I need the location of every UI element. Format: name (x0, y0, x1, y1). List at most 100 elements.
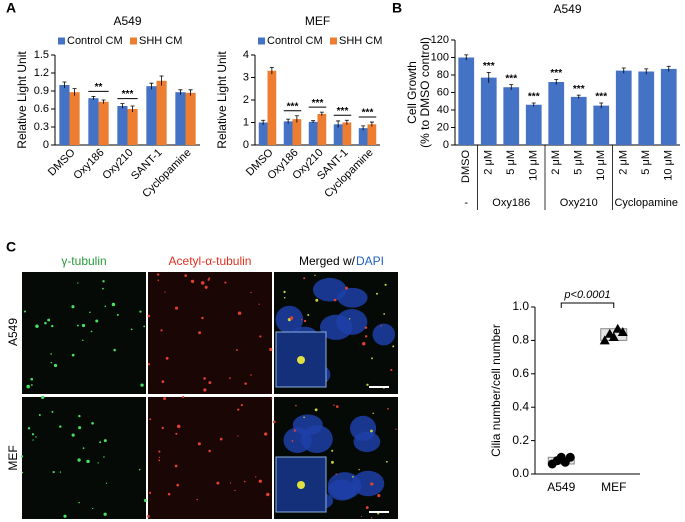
signal (71, 433, 75, 437)
legend-label: Control CM (67, 35, 123, 47)
error-bar (344, 119, 349, 125)
signal (51, 410, 54, 413)
bar (308, 121, 318, 145)
signal (303, 319, 307, 323)
signal (177, 424, 181, 429)
nucleus (352, 470, 385, 497)
y-tick-label: 1.0 (512, 299, 529, 313)
signal (35, 436, 37, 438)
significance: *** (287, 101, 299, 112)
bar (267, 70, 277, 145)
error-bar (178, 89, 183, 95)
signal (204, 285, 208, 289)
signal (164, 291, 166, 293)
signal (301, 318, 303, 321)
bar (127, 109, 138, 145)
signal (250, 291, 252, 294)
error-bar (531, 102, 536, 107)
panel-label: C (6, 239, 16, 255)
signal (383, 313, 386, 315)
signal (203, 377, 206, 380)
bar (59, 85, 70, 145)
chart-title: A549 (553, 2, 581, 16)
signal (258, 479, 262, 483)
signal (297, 481, 305, 489)
x-tick-label: MEF (601, 480, 626, 494)
signal (99, 441, 102, 444)
signal (229, 377, 231, 379)
group-label: Oxy210 (560, 197, 598, 209)
signal (82, 339, 84, 342)
signal (147, 363, 151, 366)
bar (593, 105, 610, 145)
legend-swatch (330, 37, 337, 45)
error-bar (509, 84, 514, 90)
significance: *** (573, 84, 585, 95)
error-bar (101, 99, 106, 104)
signal (95, 319, 99, 323)
bar (503, 87, 520, 145)
legend-label: SHH CM (339, 35, 382, 47)
signal (362, 342, 366, 346)
signal (333, 404, 335, 406)
signal (30, 377, 34, 381)
signal (103, 512, 107, 516)
bar (367, 124, 377, 145)
error-bar (120, 103, 125, 109)
signal (143, 498, 147, 503)
signal (269, 347, 273, 352)
x-tick-label: 10 μM (528, 150, 540, 181)
signal (26, 384, 30, 389)
y-axis-label: Cilia number/cell number (489, 324, 503, 457)
signal (103, 439, 107, 443)
bar (615, 70, 632, 145)
signal (348, 318, 351, 320)
bar (638, 71, 655, 145)
micrograph (22, 397, 146, 519)
signal (387, 407, 389, 410)
error-bar (644, 68, 649, 75)
bar (660, 68, 677, 145)
signal (41, 395, 45, 399)
y-tick-label: 1.2 (34, 67, 49, 79)
bar (548, 82, 565, 145)
signal (182, 395, 185, 399)
signal (35, 324, 39, 328)
y-tick-label: 0.0 (512, 466, 529, 480)
x-tick-label: 5 μM (505, 150, 517, 175)
bar (292, 119, 302, 145)
error-bar (666, 65, 671, 72)
signal (77, 458, 81, 462)
y-tick-label: 0 (43, 139, 49, 151)
y-tick-label: 0.8 (512, 333, 529, 347)
error-bar (599, 102, 604, 109)
signal (266, 492, 270, 497)
signal (203, 388, 207, 392)
signal (139, 310, 142, 313)
micrographs (20, 272, 398, 519)
signal (208, 449, 211, 453)
signal (384, 283, 387, 286)
signal (86, 459, 90, 464)
signal (82, 447, 85, 450)
bar (88, 98, 99, 145)
error-bar (336, 120, 341, 128)
signal (103, 456, 105, 458)
bar (146, 86, 157, 145)
signal (97, 462, 99, 464)
significance: *** (312, 98, 324, 109)
signal (244, 382, 247, 385)
signal (235, 349, 238, 351)
signal (53, 363, 58, 368)
signal (138, 468, 141, 471)
significance: *** (505, 73, 517, 84)
significance: *** (550, 68, 562, 79)
group-label: Cyclopamine (614, 197, 678, 209)
signal (63, 514, 67, 518)
signal (315, 298, 319, 302)
bar (258, 122, 268, 145)
signal (345, 286, 349, 290)
significance: *** (362, 108, 374, 119)
signal (77, 282, 79, 284)
signal (303, 277, 306, 280)
